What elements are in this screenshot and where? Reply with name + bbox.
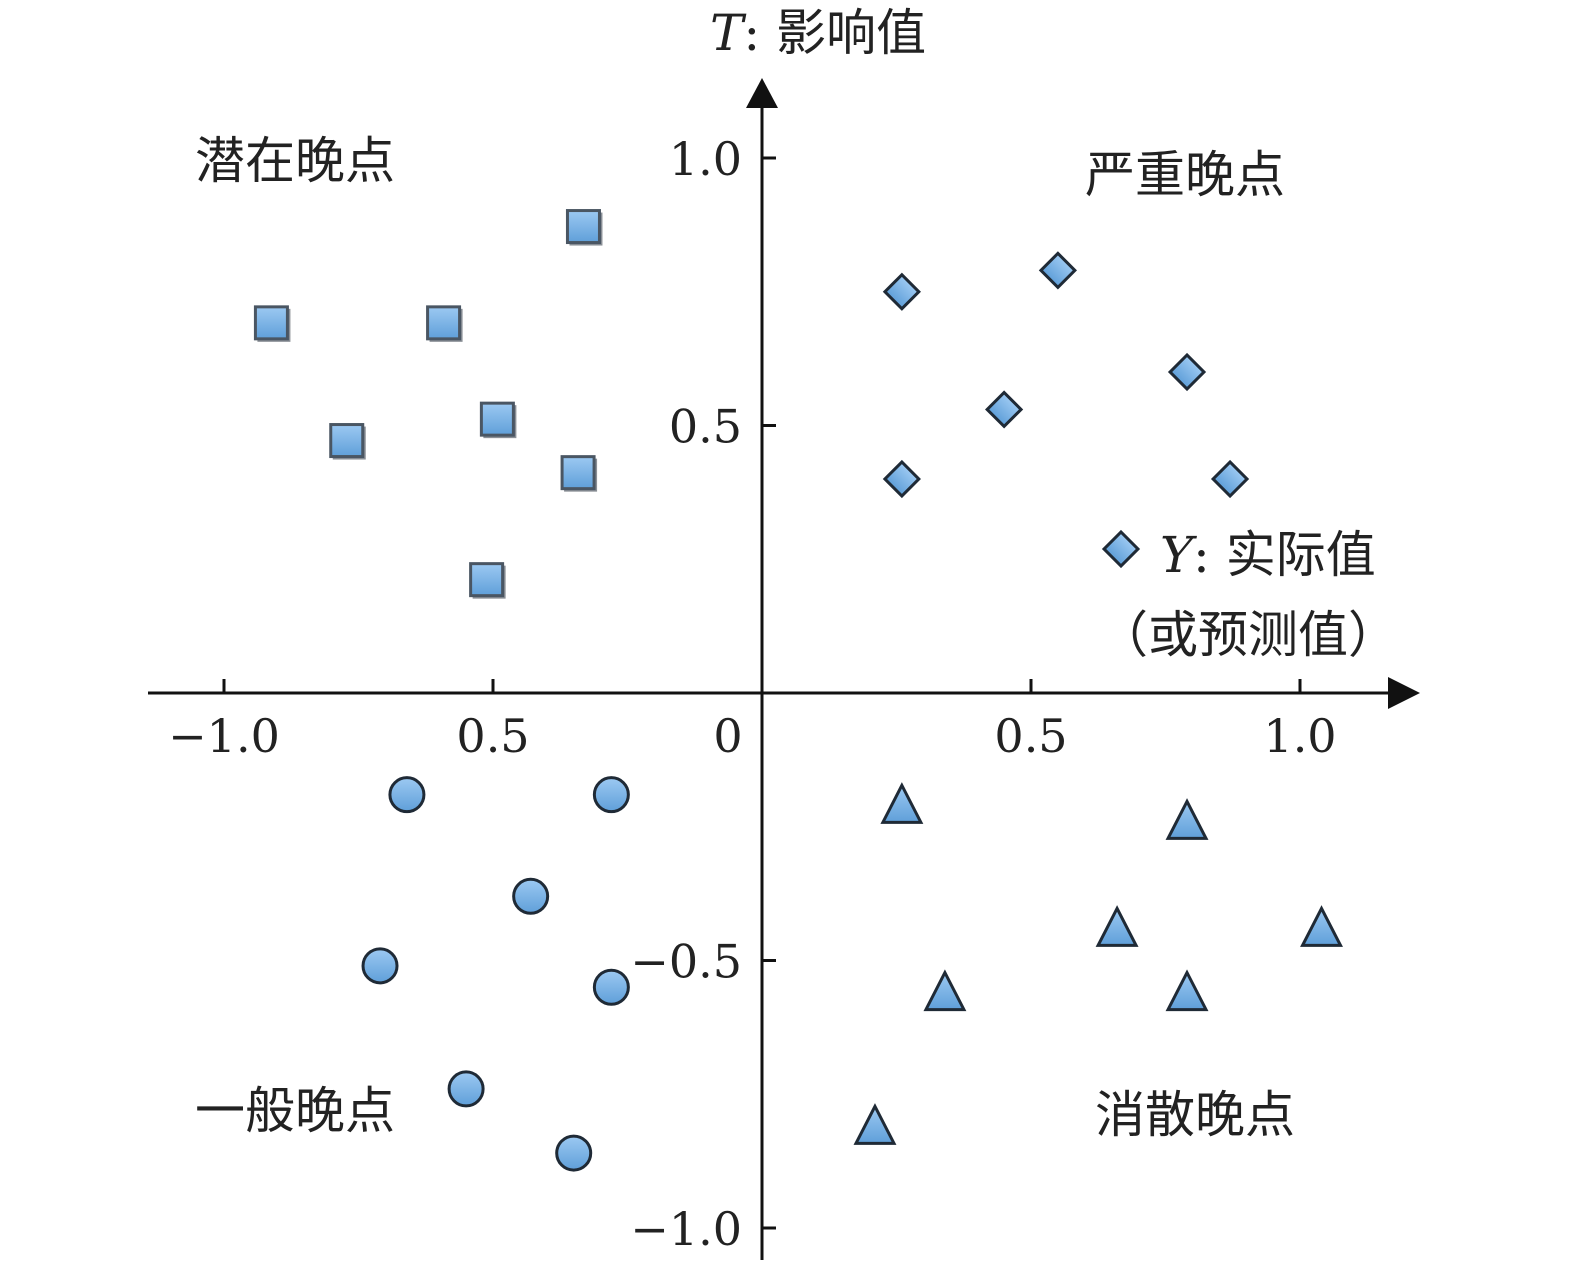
x-axis-arrow [1388,677,1420,709]
diamond-marker [1038,251,1077,290]
x-tick-label: 1.0 [1263,709,1336,763]
circle-marker [512,877,550,915]
circle-marker [447,1070,485,1108]
triangle-marker [1095,905,1139,947]
circle-marker [555,1134,593,1172]
triangle-marker [923,969,967,1012]
square-marker [565,209,601,245]
triangle-marker [1300,905,1343,947]
legend-line-2: （或预测值） [1098,606,1398,664]
legend-text: : 实际值 [1193,526,1376,584]
legend-marker-diamond [1101,529,1141,569]
x-tick-label: 0.5 [456,709,529,763]
y-axis-title-text: : 影响值 [743,4,926,62]
y-tick-label: 1.0 [669,132,742,186]
square-marker [469,562,505,598]
legend-var: Y [1160,526,1197,584]
square-marker [329,423,365,459]
quadrant-label-bottom-left: 一般晚点 [195,1082,395,1140]
diamond-marker [985,390,1024,429]
circle-marker [361,947,399,985]
square-marker [253,305,289,341]
quadrant-label-top-right: 严重晚点 [1085,146,1285,204]
diamond-marker [1210,459,1250,499]
y-tick-label: −1.0 [630,1202,742,1256]
x-tick-label: 0.5 [994,709,1067,763]
triangle-marker [853,1103,897,1145]
diamond-marker [882,459,921,499]
y-axis-title-var: T [710,4,747,62]
circle-marker [592,968,630,1006]
y-tick-label: −0.5 [630,935,742,989]
diamond-marker [882,272,921,311]
diamond-marker [1167,352,1207,392]
y-axis-title: T: 影响值 [710,4,926,62]
triangle-marker [880,782,924,824]
quadrant-label-top-left: 潜在晚点 [195,132,395,190]
quadrant-label-bottom-right: 消散晚点 [1095,1086,1295,1144]
legend: Y: 实际值 （或预测值） [1098,526,1398,664]
square-marker [560,455,596,491]
x-tick-label: −1.0 [168,709,280,763]
data-points [253,209,1343,1172]
y-axis-arrow [746,78,778,108]
legend-line-1: Y: 实际值 [1160,526,1376,584]
origin-label: 0 [713,709,742,763]
circle-marker [592,776,630,814]
axis-ticks: −1.0 0.5 0.5 1.0 1.0 0.5 −0.5 −1.0 [168,132,1336,1256]
y-tick-label: 0.5 [669,400,742,454]
triangle-marker [1165,798,1209,840]
square-marker [479,401,515,437]
triangle-marker [1165,969,1209,1012]
square-marker [426,305,462,341]
circle-marker [388,776,426,814]
